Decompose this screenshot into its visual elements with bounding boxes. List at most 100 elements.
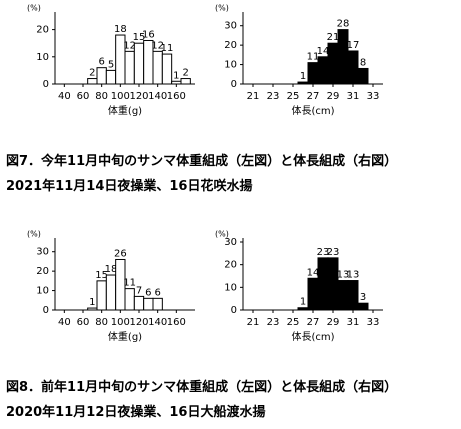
- value-label: 1: [300, 71, 306, 82]
- y-tick-label: 30: [36, 247, 49, 258]
- x-tick-label: 80: [95, 317, 108, 328]
- bar: [124, 50, 135, 85]
- bar: [327, 257, 339, 311]
- value-label: 5: [108, 59, 114, 70]
- bar: [143, 297, 154, 311]
- x-axis-label: 体重(g): [108, 330, 142, 343]
- y-axis-label: (%): [215, 4, 229, 13]
- value-label: 23: [317, 247, 330, 258]
- x-tick-label: 27: [307, 317, 320, 328]
- value-label: 18: [105, 264, 118, 275]
- x-tick-label: 21: [247, 317, 260, 328]
- bar: [357, 67, 369, 85]
- bar: [152, 297, 163, 311]
- value-label: 11: [307, 52, 320, 63]
- bar: [357, 302, 369, 311]
- value-label: 17: [347, 40, 360, 51]
- x-tick-label: 140: [148, 91, 167, 102]
- x-axis-label: 体長(cm): [291, 105, 334, 117]
- x-tick-label: 120: [129, 91, 148, 102]
- value-label: 26: [114, 248, 127, 259]
- value-label: 11: [123, 278, 136, 289]
- x-tick-label: 21: [247, 91, 260, 102]
- y-tick-label: 10: [224, 60, 237, 71]
- x-tick-label: 100: [111, 91, 130, 102]
- x-tick-label: 29: [327, 91, 340, 102]
- value-label: 2: [182, 68, 188, 79]
- x-tick-label: 40: [58, 317, 71, 328]
- y-tick-label: 30: [224, 21, 237, 32]
- bar: [317, 56, 329, 85]
- value-label: 28: [337, 19, 350, 30]
- y-tick-label: 10: [224, 282, 237, 293]
- value-label: 15: [95, 270, 108, 281]
- x-tick-label: 25: [287, 317, 300, 328]
- y-tick-label: 10: [36, 52, 49, 63]
- value-label: 12: [123, 40, 136, 51]
- x-tick-label: 120: [129, 317, 148, 328]
- x-tick-label: 33: [367, 317, 380, 328]
- value-label: 13: [347, 270, 360, 281]
- x-tick-label: 25: [287, 91, 300, 102]
- value-label: 2: [89, 68, 95, 79]
- x-tick-label: 23: [267, 317, 280, 328]
- y-tick-label: 20: [224, 40, 237, 51]
- x-tick-label: 31: [347, 317, 360, 328]
- bar: [337, 280, 349, 311]
- x-tick-label: 80: [95, 91, 108, 102]
- value-label: 16: [142, 29, 155, 40]
- value-label: 13: [337, 270, 350, 281]
- value-label: 15: [133, 32, 146, 43]
- value-label: 7: [136, 285, 142, 296]
- x-tick-label: 160: [167, 91, 186, 102]
- caption-title: 図7．今年11月中旬のサンマ体重組成（左図）と体長組成（右図）: [6, 154, 398, 169]
- y-tick-label: 0: [231, 305, 237, 316]
- value-label: 18: [114, 24, 127, 35]
- value-label: 1: [89, 297, 95, 308]
- value-label: 6: [98, 57, 104, 68]
- y-axis-label: (%): [215, 230, 229, 239]
- bar: [180, 78, 191, 85]
- bar: [152, 50, 163, 85]
- x-axis-label: 体長(cm): [291, 331, 334, 343]
- y-tick-label: 0: [43, 305, 49, 316]
- value-label: 14: [307, 267, 320, 278]
- y-tick-label: 30: [224, 237, 237, 248]
- bar: [347, 280, 359, 311]
- x-tick-label: 40: [58, 91, 71, 102]
- bar: [96, 67, 107, 85]
- y-tick-label: 20: [224, 260, 237, 271]
- bar: [124, 288, 135, 311]
- caption-subtitle: 2020年11月12日夜操業、16日大船渡水揚: [6, 405, 266, 420]
- value-label: 14: [317, 46, 330, 57]
- value-label: 23: [327, 247, 340, 258]
- bar: [105, 69, 117, 85]
- bar: [105, 274, 117, 311]
- x-tick-label: 33: [367, 91, 380, 102]
- x-tick-label: 60: [77, 91, 90, 102]
- bar: [133, 295, 145, 311]
- value-label: 12: [151, 40, 164, 51]
- x-tick-label: 160: [167, 317, 186, 328]
- value-label: 11: [161, 43, 174, 54]
- x-tick-label: 100: [111, 317, 130, 328]
- value-label: 21: [327, 32, 340, 43]
- value-label: 3: [360, 292, 366, 303]
- y-axis-label: (%): [27, 230, 41, 239]
- y-axis-label: (%): [27, 4, 41, 13]
- bar: [87, 78, 98, 85]
- caption-title: 図8．前年11月中旬のサンマ体重組成（左図）と体長組成（右図）: [6, 380, 398, 395]
- y-tick-label: 0: [231, 79, 237, 90]
- y-tick-label: 10: [36, 286, 49, 297]
- x-tick-label: 29: [327, 317, 340, 328]
- bar: [337, 29, 349, 85]
- x-tick-label: 60: [77, 317, 90, 328]
- value-label: 1: [173, 70, 179, 81]
- bar: [161, 53, 173, 85]
- y-tick-label: 20: [36, 266, 49, 277]
- bar: [133, 42, 145, 85]
- bar: [347, 50, 359, 85]
- bar: [96, 280, 107, 311]
